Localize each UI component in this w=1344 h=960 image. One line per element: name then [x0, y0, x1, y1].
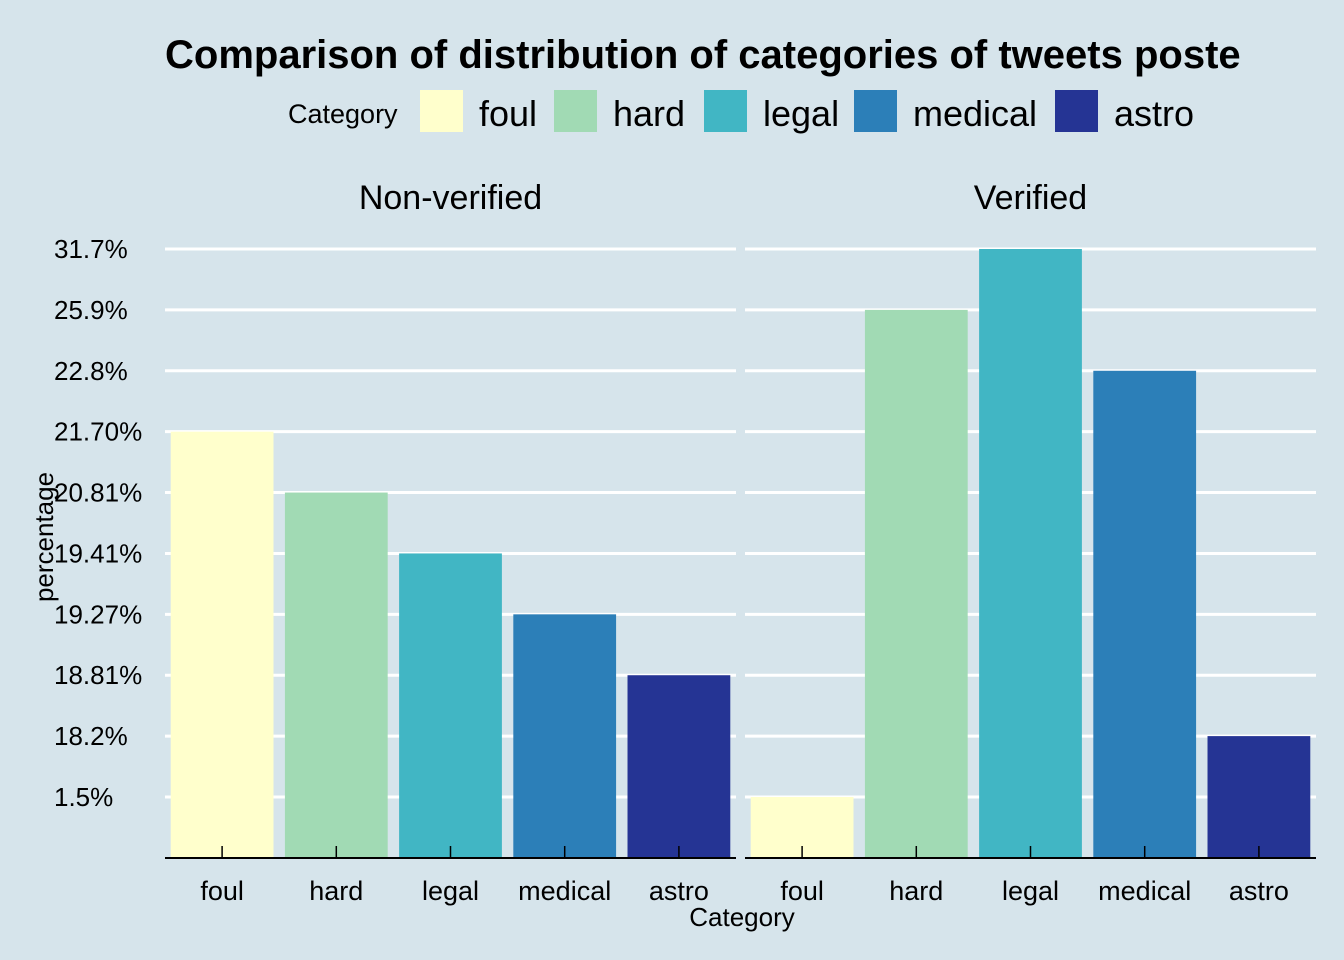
y-tick-label: 1.5% [54, 782, 113, 812]
legend-key-legal [704, 90, 747, 132]
facet-label: Non-verified [359, 179, 542, 217]
x-tick-label: hard [309, 876, 363, 906]
x-axis-title: Category [689, 902, 795, 932]
bar-verified-medical [1093, 370, 1197, 858]
y-tick-label: 25.9% [54, 295, 128, 325]
bar-verified-astro [1207, 736, 1311, 858]
x-tick-label: medical [518, 876, 611, 906]
chart-title: Comparison of distribution of categories… [165, 33, 1241, 77]
bar-non-verified-foul [170, 431, 274, 858]
x-tick-label: astro [649, 876, 709, 906]
facet-verified: Verified foul hard legal medical astro [745, 179, 1316, 906]
bar-non-verified-hard [284, 492, 388, 858]
legend-title: Category [288, 99, 398, 129]
x-tick-label: foul [200, 876, 244, 906]
x-tick-label: legal [1002, 876, 1059, 906]
facet-non-verified: Non-verified foul hard legal medical astro [165, 179, 736, 906]
y-tick-label: 31.7% [54, 234, 128, 264]
x-tick-label: hard [889, 876, 943, 906]
bar-non-verified-astro [627, 675, 731, 858]
legend-label-astro: astro [1114, 93, 1194, 134]
bar-non-verified-legal [399, 553, 502, 858]
y-tick-label: 19.41% [54, 538, 142, 568]
x-tick-label: legal [422, 876, 479, 906]
facet-panels: 1.5% 18.2% 18.81% 19.27% 19.41% 20.81% 21.70% 2… [54, 179, 1316, 906]
legend-label-medical: medical [913, 93, 1037, 134]
bar-verified-hard [864, 309, 968, 858]
legend-label-legal: legal [763, 93, 839, 134]
legend: Category foul hard legal medical astro [288, 90, 1194, 134]
y-tick-label: 22.8% [54, 356, 128, 386]
bar-verified-legal [979, 249, 1082, 858]
legend-key-foul [420, 90, 463, 132]
legend-label-foul: foul [479, 93, 537, 134]
y-axis-title: percentage [29, 472, 59, 602]
bar-non-verified-medical [513, 614, 617, 858]
legend-key-astro [1055, 90, 1098, 132]
legend-label-hard: hard [613, 93, 685, 134]
x-tick-label: medical [1098, 876, 1191, 906]
x-tick-label: foul [780, 876, 824, 906]
y-tick-label: 20.81% [54, 478, 142, 508]
legend-key-medical [854, 90, 897, 132]
x-tick-label: astro [1229, 876, 1289, 906]
y-tick-label: 19.27% [54, 599, 142, 629]
y-tick-label: 18.2% [54, 721, 128, 751]
facet-label: Verified [974, 179, 1087, 217]
y-tick-label: 21.70% [54, 417, 142, 447]
y-tick-label: 18.81% [54, 660, 142, 690]
legend-key-hard [554, 90, 597, 132]
